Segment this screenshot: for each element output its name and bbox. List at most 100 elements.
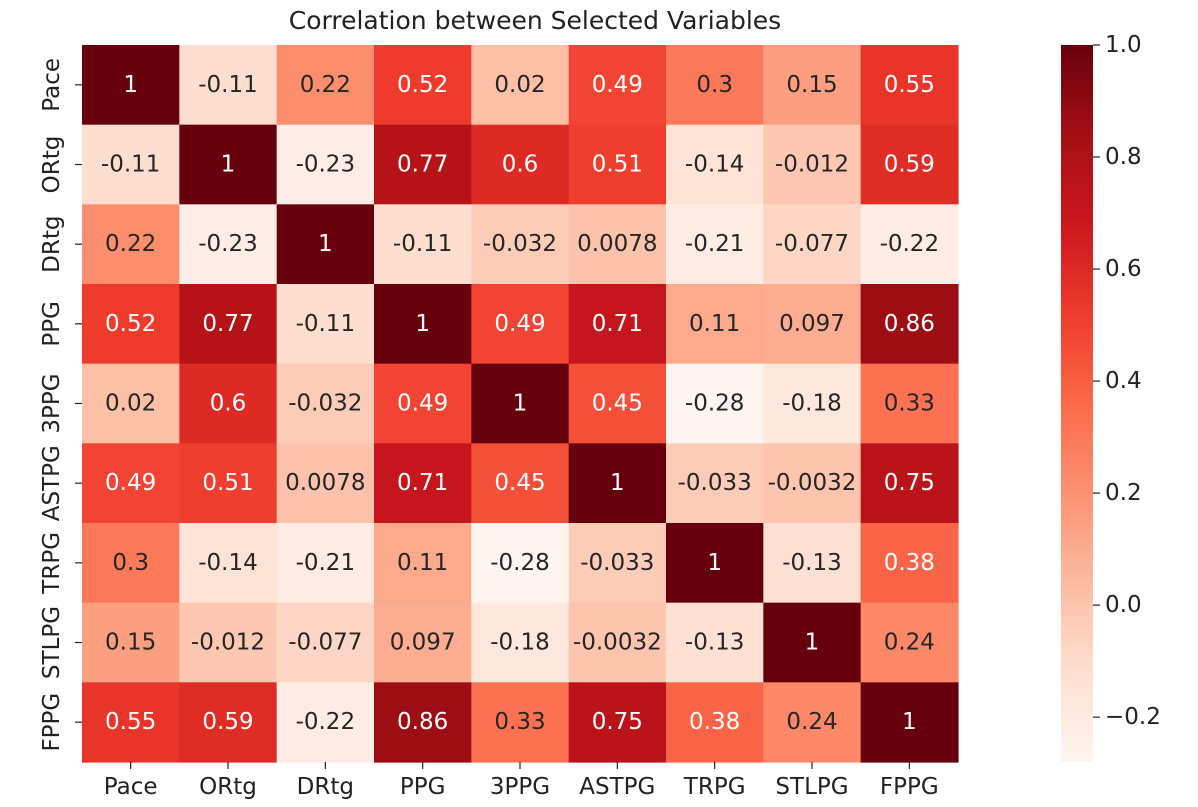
colorbar-tick-label: 0.4 — [1105, 368, 1142, 394]
cell-value-label: -0.033 — [580, 550, 654, 576]
cell-value-label: 0.59 — [884, 152, 935, 178]
cell-value-label: 0.11 — [689, 311, 740, 337]
x-tick-label: ASTPG — [579, 774, 655, 800]
cell-value-label: 0.38 — [689, 709, 740, 735]
heatmap-cell — [860, 124, 959, 205]
cell-value-label: -0.18 — [782, 391, 842, 417]
heatmap-cell — [82, 682, 180, 763]
heatmap-cell — [471, 602, 570, 683]
cell-value-label: 0.38 — [884, 550, 935, 576]
heatmap-cell — [568, 523, 667, 604]
x-tick-label: TRPG — [683, 774, 746, 800]
cell-value-label: -0.11 — [198, 72, 258, 98]
heatmap-cell — [471, 284, 570, 365]
cell-value-label: -0.032 — [288, 391, 362, 417]
heatmap-cell — [276, 443, 375, 524]
cell-value-label: -0.23 — [198, 231, 258, 257]
heatmap-cell — [860, 602, 959, 683]
cell-value-label: -0.012 — [775, 152, 849, 178]
heatmap-cell — [568, 682, 667, 763]
heatmap-cell — [374, 363, 472, 444]
colorbar-tick-label: −0.2 — [1105, 704, 1161, 730]
x-tick-label: PPG — [400, 774, 446, 800]
heatmap-cell — [666, 523, 764, 604]
x-tick-label: FPPG — [880, 774, 939, 800]
cell-value-label: -0.21 — [296, 550, 356, 576]
cell-value-label: 0.55 — [884, 72, 935, 98]
cell-value-label: 0.33 — [494, 709, 545, 735]
cell-value-label: 1 — [415, 311, 430, 337]
y-tick-label: ASTPG — [39, 445, 65, 521]
cell-value-label: -0.22 — [296, 709, 356, 735]
cell-value-label: 0.3 — [696, 72, 733, 98]
cell-value-label: 0.097 — [779, 311, 845, 337]
heatmap-cell — [666, 363, 764, 444]
x-tick-label: ORtg — [199, 774, 257, 800]
heatmap-cell — [82, 45, 180, 126]
cell-value-label: 1 — [707, 550, 722, 576]
heatmap-cell — [666, 284, 764, 365]
heatmap-cell — [179, 363, 278, 444]
cell-value-label: -0.13 — [685, 630, 745, 656]
cell-value-label: -0.14 — [198, 550, 258, 576]
colorbar-tick-label: 0.8 — [1105, 144, 1142, 170]
heatmap-cell — [860, 443, 959, 524]
cell-value-label: 1 — [513, 391, 528, 417]
heatmap-cell — [82, 523, 180, 604]
cell-value-label: -0.28 — [685, 391, 745, 417]
heatmap-cell — [82, 443, 180, 524]
heatmap-cell — [568, 204, 667, 285]
heatmap-cell — [179, 602, 278, 683]
cell-value-label: 0.33 — [884, 391, 935, 417]
heatmap-cell — [666, 682, 764, 763]
chart-title: Correlation between Selected Variables — [289, 6, 781, 35]
heatmap-cell — [568, 602, 667, 683]
cell-value-label: 0.75 — [884, 470, 935, 496]
colorbar-gradient — [1061, 45, 1093, 762]
heatmap-cell — [666, 443, 764, 524]
cell-value-label: 0.24 — [884, 630, 935, 656]
cell-value-label: 0.0078 — [577, 231, 657, 257]
cell-value-label: 0.71 — [397, 470, 448, 496]
heatmap-cell — [471, 443, 570, 524]
cell-value-label: 0.86 — [884, 311, 935, 337]
heatmap-cell — [763, 682, 862, 763]
heatmap-cell — [82, 204, 180, 285]
heatmap-cell — [276, 124, 375, 205]
cell-value-label: 1 — [221, 152, 236, 178]
heatmap-cell — [179, 124, 278, 205]
colorbar-tick-label: 0.6 — [1105, 256, 1142, 282]
cell-value-label: 0.49 — [397, 391, 448, 417]
y-tick-label: ORtg — [39, 136, 65, 194]
heatmap-cell — [374, 45, 472, 126]
cell-value-label: -0.077 — [775, 231, 849, 257]
heatmap-cell — [666, 45, 764, 126]
y-tick-label: 3PPG — [39, 373, 65, 433]
heatmap-cell — [276, 45, 375, 126]
heatmap-cell — [276, 523, 375, 604]
cell-value-label: 1 — [902, 709, 917, 735]
heatmap-cell — [179, 443, 278, 524]
heatmap-cell — [471, 523, 570, 604]
cell-value-label: 0.15 — [786, 72, 837, 98]
heatmap-cell — [763, 284, 862, 365]
cell-value-label: 0.51 — [592, 152, 643, 178]
heatmap-cell — [179, 682, 278, 763]
heatmap-cell — [82, 602, 180, 683]
cell-value-label: -0.21 — [685, 231, 745, 257]
cell-value-label: -0.14 — [685, 152, 745, 178]
heatmap-cell — [374, 523, 472, 604]
heatmap-cell — [568, 45, 667, 126]
heatmap-cell — [276, 363, 375, 444]
heatmap-cell — [471, 45, 570, 126]
cell-value-label: -0.18 — [490, 630, 550, 656]
cell-value-label: 0.59 — [202, 709, 253, 735]
y-tick-label: Pace — [39, 58, 65, 112]
cell-value-label: 0.49 — [592, 72, 643, 98]
heatmap-cell — [763, 204, 862, 285]
cell-value-label: 0.097 — [390, 630, 456, 656]
cell-value-label: -0.0032 — [768, 470, 857, 496]
cell-value-label: 0.0078 — [285, 470, 365, 496]
x-tick-label: 3PPG — [490, 774, 550, 800]
